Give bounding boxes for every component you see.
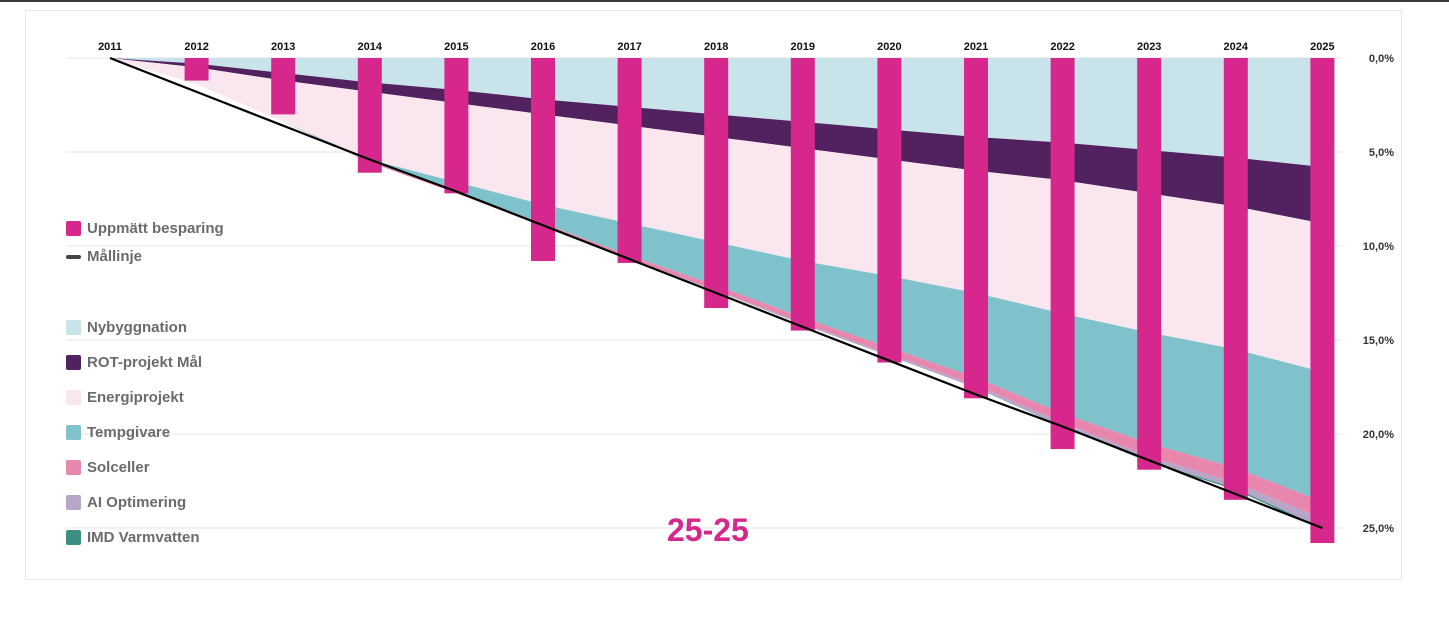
legend-label: IMD Varmvatten (87, 529, 200, 546)
legend-swatch (66, 495, 81, 510)
x-tick-label: 2013 (271, 41, 295, 53)
y-tick-label: 10,0% (1363, 241, 1394, 253)
x-tick-label: 2019 (791, 41, 815, 53)
legend-label: Energiprojekt (87, 389, 184, 406)
legend-item-ai-optimering: AI Optimering (66, 494, 186, 511)
legend-item-imd-varmvatten: IMD Varmvatten (66, 529, 200, 546)
target-line (109, 56, 1323, 530)
bar-2012 (184, 58, 209, 81)
bar-2021 (964, 58, 988, 399)
x-tick-label: 2015 (444, 41, 468, 53)
bar-2016 (531, 58, 555, 262)
legend-item-energiprojekt: Energiprojekt (66, 389, 184, 406)
bar-2025 (1310, 58, 1335, 544)
x-tick-label: 2011 (98, 41, 122, 53)
bar-2019 (790, 58, 815, 331)
y-tick-label: 5,0% (1369, 147, 1394, 159)
x-tick-label: 2022 (1050, 41, 1074, 53)
bar-2017 (617, 58, 642, 263)
x-tick-label: 2021 (964, 41, 988, 53)
top-rule (0, 0, 1449, 2)
bar-2024 (1223, 58, 1248, 500)
measured-savings-bars (184, 58, 1335, 544)
x-tick-label: 2014 (358, 41, 383, 53)
legend-item-line: Mållinje (66, 248, 142, 265)
bar-2015 (444, 58, 469, 194)
x-tick-label: 2012 (184, 41, 208, 53)
bar-2023 (1137, 58, 1162, 470)
bar-2013 (271, 58, 296, 115)
legend-swatch (66, 221, 81, 236)
target-line-path (109, 56, 1323, 530)
x-axis-labels: 2011 2012 2013 2014 2015 2016 2017 2018 2019 2020… (98, 41, 1335, 53)
legend-item-nybyggnation: Nybyggnation (66, 319, 187, 336)
legend-swatch (66, 425, 81, 440)
y-tick-label: 20,0% (1363, 429, 1394, 441)
legend-swatch (66, 390, 81, 405)
bar-2014 (357, 58, 382, 173)
legend-swatch (66, 460, 81, 475)
x-tick-label: 2025 (1310, 41, 1334, 53)
bar-2022 (1050, 58, 1075, 450)
legend-swatch (66, 320, 81, 335)
x-tick-label: 2016 (531, 41, 555, 53)
legend-label: Tempgivare (87, 424, 171, 441)
legend-item-rot-projekt-m-l: ROT-projekt Mål (66, 354, 202, 371)
x-tick-label: 2017 (617, 41, 641, 53)
legend-label: ROT-projekt Mål (87, 354, 203, 371)
legend-label: Solceller (87, 459, 150, 476)
legend-swatch (66, 355, 81, 370)
x-tick-label: 2024 (1224, 41, 1249, 53)
legend-item-tempgivare: Tempgivare (66, 424, 170, 441)
legend-item-solceller: Solceller (66, 459, 150, 476)
x-tick-label: 2018 (704, 41, 728, 53)
x-tick-label: 2020 (877, 41, 901, 53)
bar-2020 (877, 58, 902, 363)
legend-label: Mållinje (87, 248, 143, 265)
y-axis-labels: 0,0% 5,0% 10,0% 15,0% 20,0% 25,0% (1363, 53, 1394, 535)
chart-frame (25, 10, 1402, 580)
legend-item-bar: Uppmätt besparing (66, 220, 224, 237)
y-tick-label: 15,0% (1363, 335, 1394, 347)
legend-swatch (66, 530, 81, 545)
y-tick-label: 0,0% (1369, 53, 1394, 65)
badge-label: 25-25 (667, 512, 749, 548)
legend-label: Uppmätt besparing (87, 220, 224, 237)
bar-2018 (704, 58, 729, 309)
legend-label: Nybyggnation (87, 319, 187, 336)
legend-label: AI Optimering (87, 494, 187, 511)
legend-line-swatch (66, 254, 81, 259)
x-tick-label: 2023 (1137, 41, 1161, 53)
y-tick-label: 25,0% (1363, 523, 1394, 535)
